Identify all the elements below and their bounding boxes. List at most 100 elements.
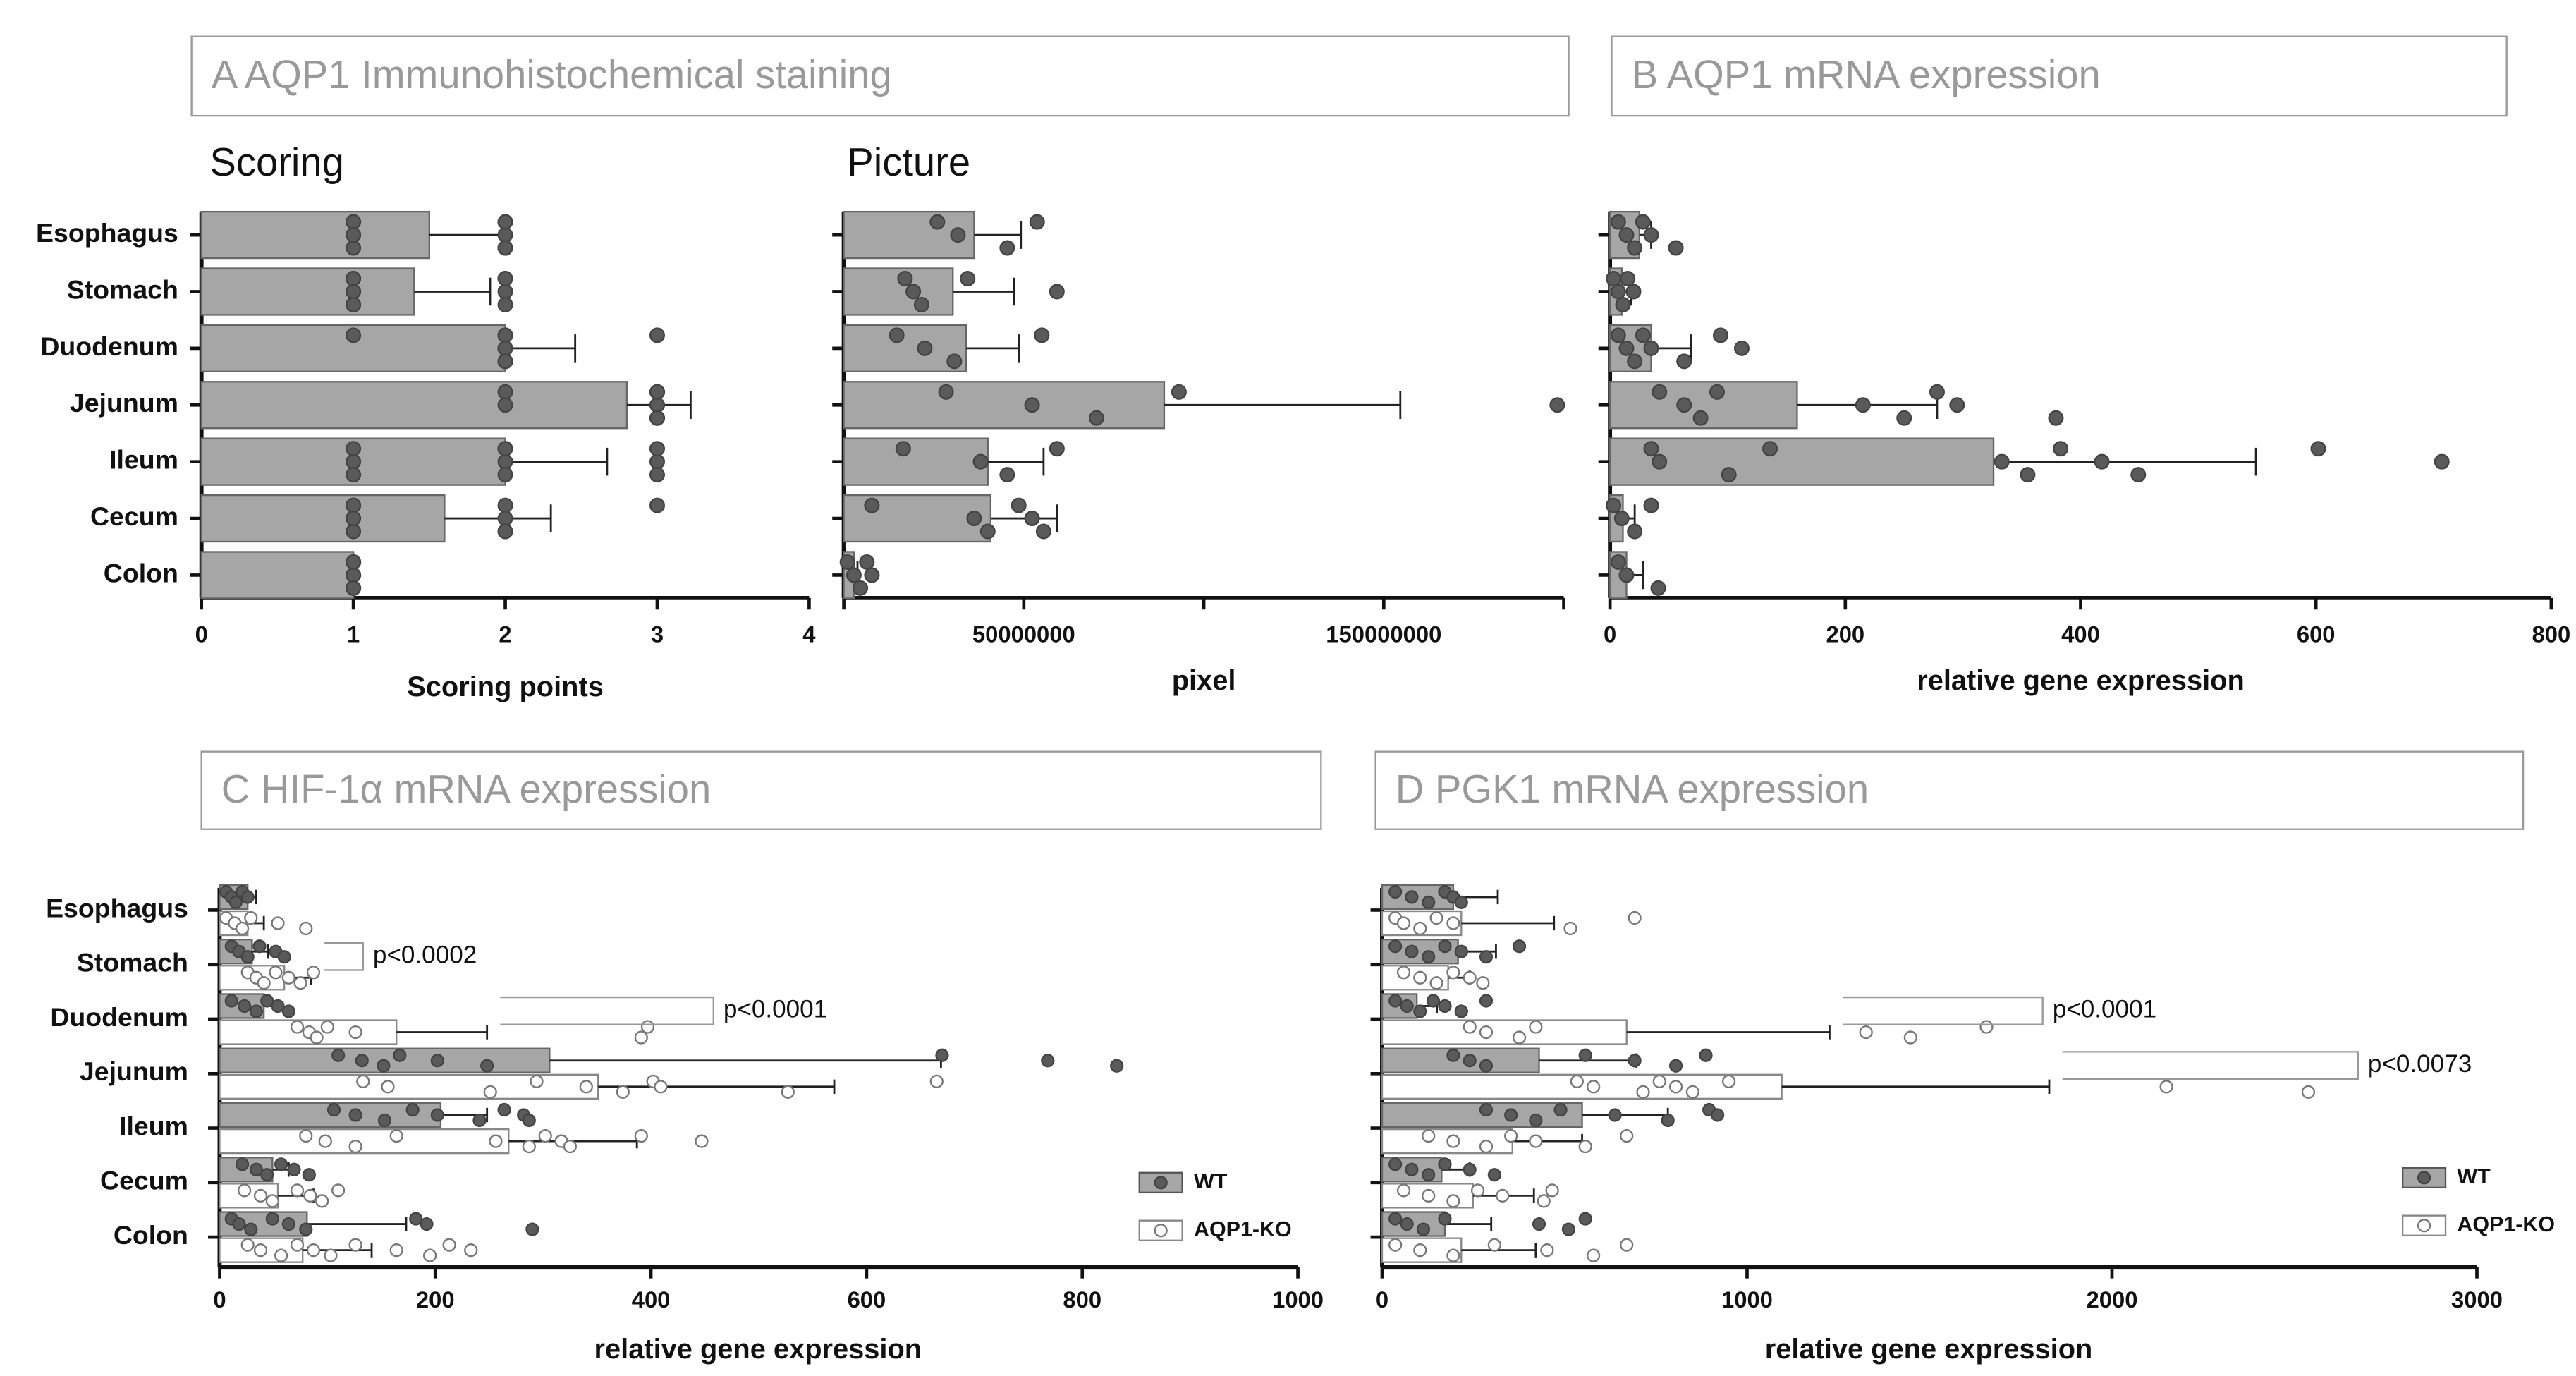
- data-point: [315, 1194, 329, 1208]
- data-point: [1396, 1183, 1411, 1198]
- x-tick-label: 0: [1376, 1286, 1388, 1313]
- data-point: [497, 296, 513, 312]
- data-point: [331, 1048, 346, 1062]
- data-point: [1422, 1129, 1436, 1143]
- data-point: [1429, 976, 1443, 990]
- data-point: [950, 227, 966, 243]
- data-point: [1712, 327, 1728, 343]
- data-point: [1721, 467, 1737, 483]
- data-point: [497, 384, 513, 400]
- data-point: [1618, 567, 1635, 583]
- data-point: [228, 895, 243, 909]
- bar: [200, 267, 415, 316]
- data-point: [1438, 939, 1452, 954]
- bar: [843, 324, 967, 373]
- data-point: [1463, 1054, 1477, 1068]
- data-point: [1171, 384, 1187, 400]
- legend-label: WT: [1194, 1169, 1228, 1193]
- data-point: [1699, 1048, 1713, 1062]
- data-point: [442, 1238, 456, 1252]
- data-point: [244, 911, 258, 925]
- data-point: [1762, 441, 1778, 457]
- data-point: [1710, 1108, 1725, 1122]
- data-point: [497, 240, 513, 256]
- data-point: [530, 1074, 544, 1088]
- data-point: [1628, 911, 1642, 925]
- data-point: [346, 227, 362, 243]
- data-point: [326, 1102, 341, 1117]
- data-point: [960, 271, 976, 287]
- category-label: Jejunum: [70, 388, 178, 418]
- data-point: [1049, 441, 1065, 457]
- data-point: [497, 523, 513, 540]
- data-point: [579, 1080, 593, 1094]
- chart-title: Picture: [847, 140, 970, 184]
- data-point: [2301, 1085, 2316, 1099]
- data-point: [1610, 327, 1626, 343]
- x-axis-label: relative gene expression: [594, 1334, 922, 1365]
- data-point: [480, 1059, 494, 1073]
- data-point: [346, 554, 362, 570]
- data-point: [1627, 353, 1643, 370]
- data-point: [1610, 554, 1626, 570]
- x-tick-label: 3: [651, 621, 664, 647]
- data-point: [497, 327, 513, 343]
- data-point: [235, 921, 250, 936]
- data-point: [423, 1248, 437, 1262]
- x-axis-label: relative gene expression: [1917, 665, 2245, 696]
- category-label: Duodenum: [50, 1002, 188, 1032]
- data-point: [1446, 1134, 1460, 1148]
- data-point: [235, 1157, 250, 1171]
- significance-bracket: [500, 996, 714, 1025]
- data-point: [249, 1162, 264, 1176]
- category-label: Jejunum: [80, 1057, 188, 1086]
- category-label: Cecum: [100, 1166, 188, 1195]
- bar: [843, 381, 1166, 430]
- data-point: [497, 441, 513, 457]
- data-point: [2048, 410, 2064, 426]
- data-point: [1024, 511, 1040, 527]
- panel-title: B AQP1 mRNA expression: [1632, 52, 2101, 97]
- data-point: [1618, 340, 1635, 356]
- data-point: [2159, 1080, 2173, 1094]
- bar: [1381, 1019, 1628, 1045]
- data-point: [1446, 916, 1460, 930]
- bar: [200, 210, 431, 260]
- data-point: [1422, 895, 1436, 909]
- data-point: [1620, 1238, 1634, 1252]
- x-tick-label: 50000000: [972, 621, 1075, 647]
- data-point: [1438, 1212, 1452, 1226]
- data-point: [1676, 353, 1692, 370]
- data-point: [864, 567, 880, 583]
- data-point: [303, 1188, 317, 1203]
- data-point: [497, 397, 513, 413]
- data-point: [2130, 467, 2147, 483]
- data-point: [1416, 1222, 1431, 1236]
- category-label: Esophagus: [36, 218, 178, 248]
- panel-title: D PGK1 mRNA expression: [1396, 767, 1869, 811]
- x-tick-label: 800: [2532, 621, 2571, 647]
- data-point: [1438, 999, 1452, 1013]
- legend-label: AQP1-KO: [2457, 1212, 2555, 1236]
- data-point: [1479, 994, 1494, 1008]
- bar: [1381, 1047, 1540, 1073]
- data-point: [846, 567, 862, 583]
- data-point: [1613, 511, 1630, 527]
- data-point: [1400, 1217, 1414, 1231]
- annotation: p<0.0002: [373, 941, 477, 968]
- data-point: [281, 1004, 295, 1018]
- data-point: [1413, 1243, 1427, 1258]
- data-point: [260, 1168, 274, 1182]
- x-axis-label: pixel: [1172, 665, 1236, 696]
- data-point: [616, 1085, 630, 1099]
- data-point: [320, 1020, 334, 1034]
- category-label: Colon: [114, 1220, 188, 1250]
- data-point: [274, 1157, 288, 1171]
- data-point: [929, 1074, 944, 1088]
- x-tick-label: 0: [1604, 621, 1616, 647]
- legend-marker: [2417, 1219, 2431, 1233]
- data-point: [253, 1243, 268, 1258]
- data-point: [2020, 467, 2036, 483]
- data-point: [522, 1139, 536, 1154]
